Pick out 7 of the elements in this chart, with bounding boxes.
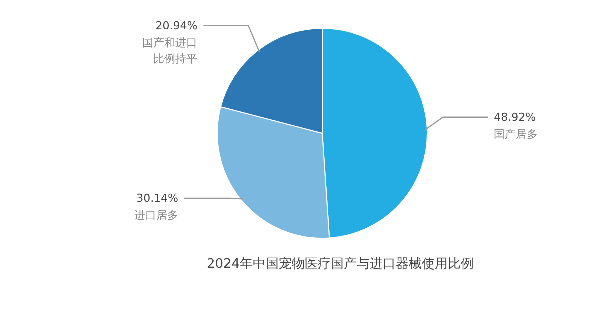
data-label: 20.94% xyxy=(156,19,198,32)
slice-label: 进口居多 xyxy=(134,209,179,222)
data-label: 48.92% xyxy=(494,110,536,124)
slice-label: 国产居多 xyxy=(494,128,538,141)
slice-label: 国产和进口比例持平 xyxy=(142,36,198,66)
data-label: 30.14% xyxy=(136,192,179,206)
text: 2024年中国宠物医疗国产与进口器械使用比例 xyxy=(206,257,474,272)
